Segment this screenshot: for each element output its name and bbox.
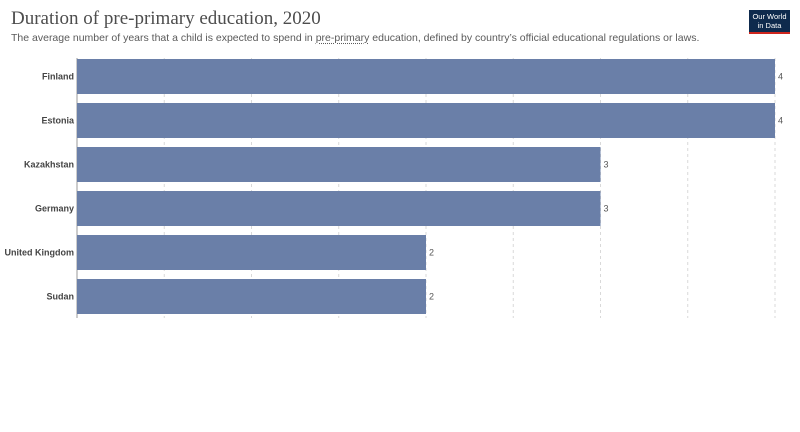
chart-title: Duration of pre-primary education, 2020 (11, 8, 321, 29)
value-label: 4 (778, 116, 783, 126)
category-label: United Kingdom (5, 248, 75, 258)
category-label: Estonia (41, 116, 75, 126)
value-label: 3 (604, 204, 609, 214)
bar[interactable] (77, 59, 775, 94)
subtitle-text-after: education, defined by country’s official… (369, 32, 700, 44)
value-label: 4 (778, 72, 783, 82)
category-label: Germany (35, 204, 74, 214)
chart-subtitle: The average number of years that a child… (11, 32, 699, 44)
value-label: 2 (429, 292, 434, 302)
category-label: Finland (42, 72, 74, 82)
owid-logo[interactable]: Our World in Data (749, 10, 790, 34)
bar[interactable] (77, 103, 775, 138)
bar[interactable] (77, 235, 426, 270)
subtitle-text-before: The average number of years that a child… (11, 32, 316, 44)
value-label: 2 (429, 248, 434, 258)
category-label: Kazakhstan (24, 160, 74, 170)
bar[interactable] (77, 191, 601, 226)
pre-primary-link[interactable]: pre-primary (315, 32, 370, 44)
category-label: Sudan (46, 292, 74, 302)
logo-line-1: Our World (752, 12, 787, 21)
bar[interactable] (77, 147, 601, 182)
value-label: 3 (604, 160, 609, 170)
bar[interactable] (77, 279, 426, 314)
logo-line-2: in Data (757, 20, 782, 30)
